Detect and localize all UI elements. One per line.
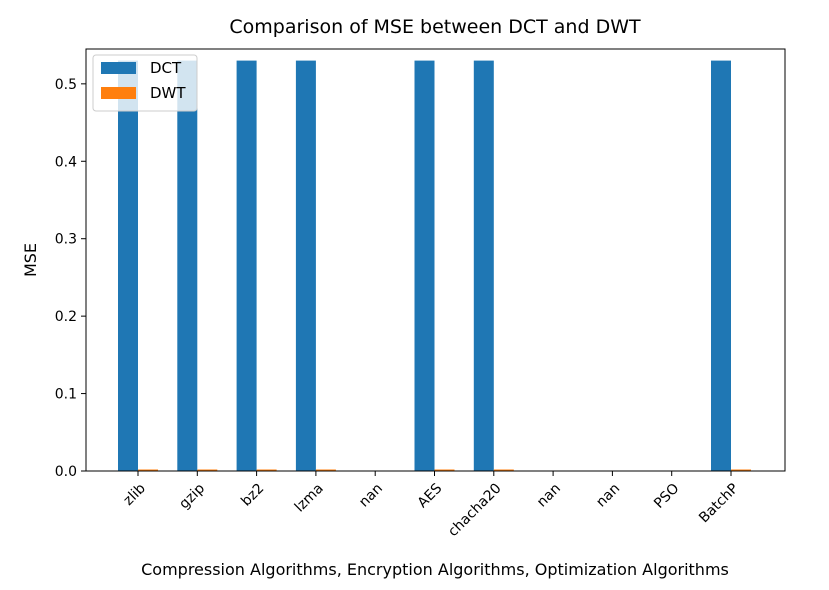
x-axis-label: Compression Algorithms, Encryption Algor… [141,560,729,579]
bar-dwt-10 [731,469,751,471]
y-tick-label-2: 0.2 [55,309,77,325]
legend: DCT DWT [92,54,198,112]
bar-dct-3 [295,60,316,471]
legend-label-dct: DCT [150,59,182,77]
y-axis-label: MSE [21,243,40,277]
bar-dwt-0 [138,469,158,471]
bar-dct-6 [473,60,494,471]
plot-frame [85,48,786,472]
bar-dwt-2 [256,469,277,471]
legend-swatch-dwt [101,87,136,99]
bars-group [118,60,751,471]
bar-dwt-5 [434,469,455,471]
bar-dwt-6 [493,469,514,471]
legend-swatch-dct [101,62,136,74]
bar-dct-5 [414,60,435,471]
bar-dwt-3 [315,469,336,471]
y-tick-label-3: 0.3 [55,232,77,248]
bar-dct-2 [236,60,257,471]
y-axis: 0.0 0.1 0.2 0.3 0.4 0.5 [55,77,86,480]
bar-dwt-1 [197,469,218,471]
bar-dct-1 [177,60,198,471]
bar-dct-0 [118,60,138,471]
y-tick-label-1: 0.1 [55,387,77,403]
legend-label-dwt: DWT [150,84,186,102]
bar-dct-10 [711,60,731,471]
y-tick-label-5: 0.5 [55,77,77,93]
chart-title: Comparison of MSE between DCT and DWT [229,16,641,38]
y-tick-label-4: 0.4 [55,154,77,170]
y-tick-label-0: 0.0 [55,464,77,480]
